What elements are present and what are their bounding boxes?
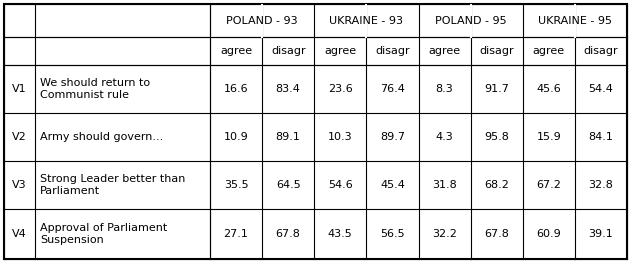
Text: 32.8: 32.8	[589, 180, 613, 190]
Text: Army should govern...: Army should govern...	[40, 132, 163, 142]
Text: 89.7: 89.7	[380, 132, 405, 142]
Text: 68.2: 68.2	[484, 180, 509, 190]
Text: 32.2: 32.2	[432, 229, 457, 239]
Text: POLAND - 95: POLAND - 95	[435, 16, 507, 26]
Text: 43.5: 43.5	[328, 229, 353, 239]
Text: disagr: disagr	[584, 46, 618, 56]
Text: 10.9: 10.9	[223, 132, 249, 142]
Text: V1: V1	[12, 84, 27, 94]
Text: 10.3: 10.3	[328, 132, 353, 142]
Text: 4.3: 4.3	[435, 132, 454, 142]
Text: 67.2: 67.2	[536, 180, 561, 190]
Text: POLAND - 93: POLAND - 93	[227, 16, 298, 26]
Text: UKRAINE - 93: UKRAINE - 93	[329, 16, 403, 26]
Text: 91.7: 91.7	[484, 84, 509, 94]
Text: 8.3: 8.3	[435, 84, 454, 94]
Text: 31.8: 31.8	[432, 180, 457, 190]
Text: 84.1: 84.1	[589, 132, 613, 142]
Text: agree: agree	[533, 46, 565, 56]
Text: 27.1: 27.1	[223, 229, 249, 239]
Text: 16.6: 16.6	[224, 84, 249, 94]
Text: UKRAINE - 95: UKRAINE - 95	[538, 16, 612, 26]
Text: 60.9: 60.9	[536, 229, 561, 239]
Text: 45.4: 45.4	[380, 180, 405, 190]
Text: 54.6: 54.6	[328, 180, 353, 190]
Text: agree: agree	[220, 46, 252, 56]
Text: 23.6: 23.6	[328, 84, 353, 94]
Text: 35.5: 35.5	[224, 180, 249, 190]
Text: 54.4: 54.4	[589, 84, 613, 94]
Text: 67.8: 67.8	[276, 229, 300, 239]
Text: 15.9: 15.9	[536, 132, 561, 142]
Text: Approval of Parliament
Suspension: Approval of Parliament Suspension	[40, 223, 167, 245]
Text: 83.4: 83.4	[276, 84, 300, 94]
Text: disagr: disagr	[271, 46, 305, 56]
Text: agree: agree	[428, 46, 461, 56]
Text: 56.5: 56.5	[380, 229, 404, 239]
Text: disagr: disagr	[480, 46, 514, 56]
Text: 45.6: 45.6	[536, 84, 561, 94]
Text: 67.8: 67.8	[484, 229, 509, 239]
Text: We should return to
Communist rule: We should return to Communist rule	[40, 78, 150, 100]
Text: disagr: disagr	[375, 46, 410, 56]
Text: Strong Leader better than
Parliament: Strong Leader better than Parliament	[40, 174, 186, 196]
Text: 64.5: 64.5	[276, 180, 300, 190]
Text: 89.1: 89.1	[276, 132, 300, 142]
Text: 95.8: 95.8	[484, 132, 509, 142]
Text: 39.1: 39.1	[589, 229, 613, 239]
Text: V2: V2	[12, 132, 27, 142]
Text: 76.4: 76.4	[380, 84, 405, 94]
Text: agree: agree	[324, 46, 357, 56]
Text: V3: V3	[12, 180, 27, 190]
Text: V4: V4	[12, 229, 27, 239]
